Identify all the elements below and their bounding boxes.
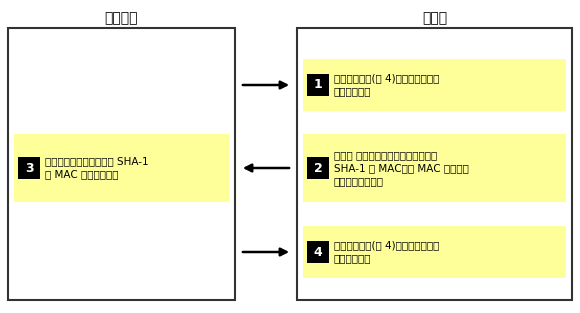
Bar xyxy=(297,28,572,300)
Bar xyxy=(8,28,235,300)
Text: 3: 3 xyxy=(25,162,33,175)
Text: 发送给网络设备。: 发送给网络设备。 xyxy=(334,176,384,186)
Text: 网络设备: 网络设备 xyxy=(105,11,138,25)
Text: 写 MAC 进行升级操作: 写 MAC 进行升级操作 xyxy=(45,170,118,179)
Text: 1: 1 xyxy=(314,79,322,91)
Bar xyxy=(18,157,40,179)
Bar xyxy=(307,241,329,263)
Text: 前的功能选项: 前的功能选项 xyxy=(334,86,372,96)
Text: 执行认证操作(图 4)，该操作验证新: 执行认证操作(图 4)，该操作验证新 xyxy=(334,240,440,250)
Bar xyxy=(303,134,566,202)
Text: 网络设备使用新的数据和 SHA-1: 网络设备使用新的数据和 SHA-1 xyxy=(45,156,148,167)
Bar xyxy=(303,226,566,278)
Bar xyxy=(307,157,329,179)
Text: 服务器: 服务器 xyxy=(422,11,447,25)
Text: 4: 4 xyxy=(314,245,322,259)
Text: 2: 2 xyxy=(314,162,322,175)
Text: 执行认证操作(图 4)，该操作验证当: 执行认证操作(图 4)，该操作验证当 xyxy=(334,74,440,84)
Bar xyxy=(307,74,329,96)
Text: 服务器 为新的功能选项和随机数创建: 服务器 为新的功能选项和随机数创建 xyxy=(334,150,437,160)
Bar xyxy=(14,134,229,202)
Bar xyxy=(303,59,566,111)
Text: 的功能选项。: 的功能选项。 xyxy=(334,254,372,264)
Text: SHA-1 写 MAC，将 MAC 和新数据: SHA-1 写 MAC，将 MAC 和新数据 xyxy=(334,163,469,173)
